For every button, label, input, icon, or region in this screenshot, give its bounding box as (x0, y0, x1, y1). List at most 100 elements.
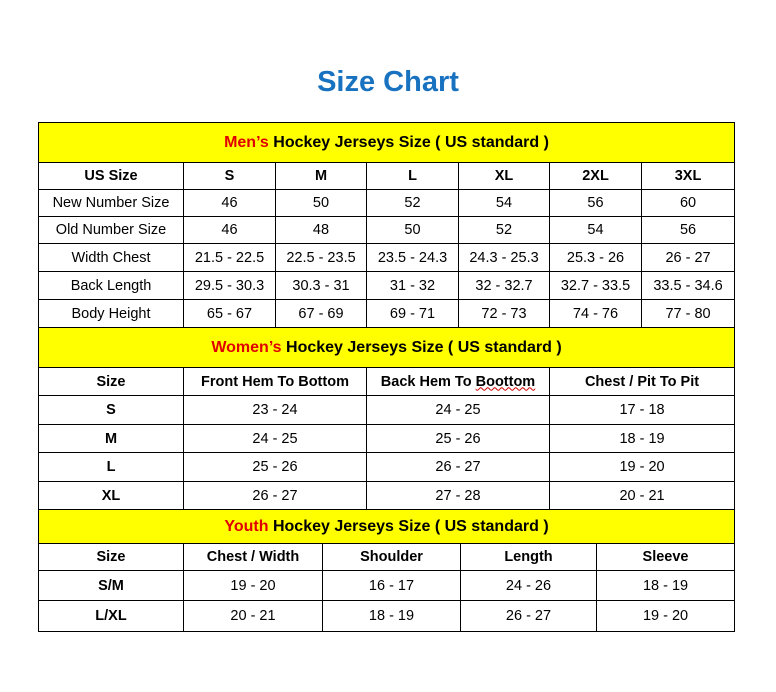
table-row: S 23 - 24 24 - 25 17 - 18 (38, 395, 736, 425)
row-label: Back Length (38, 271, 184, 300)
row-label: L/XL (38, 600, 184, 632)
table-cell: 25.3 - 26 (549, 243, 642, 272)
column-header: Back Hem To Boottom (366, 367, 550, 396)
table-cell: 50 (366, 216, 459, 244)
row-label: XL (38, 481, 184, 510)
table-cell: 56 (549, 189, 642, 217)
table-cell: 54 (549, 216, 642, 244)
column-header-label: Front Hem To Bottom (201, 373, 349, 390)
row-label: Old Number Size (38, 216, 184, 244)
section-title-text: Hockey Jerseys Size ( US standard ) (268, 133, 549, 151)
table-cell: 29.5 - 30.3 (183, 271, 276, 300)
table-row: Old Number Size 46 48 50 52 54 56 (38, 216, 736, 244)
mens-section-title: Men’s Hockey Jerseys Size ( US standard … (37, 122, 736, 163)
table-cell: 19 - 20 (548, 452, 736, 482)
table-cell: 52 (458, 216, 550, 244)
mens-size-table: Men’s Hockey Jerseys Size ( US standard … (37, 122, 736, 328)
table-row: XL 26 - 27 27 - 28 20 - 21 (38, 481, 736, 510)
womens-size-table: Women’s Hockey Jerseys Size ( US standar… (37, 327, 736, 510)
table-cell: 52 (366, 189, 459, 217)
column-header: Chest / Width (183, 543, 323, 571)
column-header: Length (460, 543, 597, 571)
column-header: Chest / Pit To Pit (548, 367, 736, 396)
table-cell: 18 - 19 (595, 570, 736, 601)
row-label: Body Height (38, 299, 184, 328)
table-cell: 56 (640, 216, 736, 244)
header-row: Size Chest / Width Shoulder Length Sleeve (38, 543, 736, 571)
table-cell: 54 (458, 189, 550, 217)
column-header: 2XL (549, 162, 642, 190)
table-cell: 23.5 - 24.3 (366, 243, 459, 272)
table-cell: 26 - 27 (640, 243, 736, 272)
row-label: L (38, 452, 184, 482)
table-cell: 67 - 69 (275, 299, 367, 328)
table-cell: 21.5 - 22.5 (183, 243, 276, 272)
table-cell: 74 - 76 (549, 299, 642, 328)
column-header-label: M (314, 168, 328, 184)
column-header-label: Sleeve (642, 549, 689, 565)
table-cell: 19 - 20 (183, 570, 323, 601)
table-row: M 24 - 25 25 - 26 18 - 19 (38, 424, 736, 453)
table-cell: 46 (183, 189, 276, 217)
table-row: L 25 - 26 26 - 27 19 - 20 (38, 452, 736, 482)
table-cell: 48 (275, 216, 367, 244)
section-title: Men’s Hockey Jerseys Size ( US standard … (37, 122, 736, 163)
column-header: Sleeve (595, 543, 736, 571)
column-header: Shoulder (322, 543, 461, 571)
table-cell: 18 - 19 (322, 600, 461, 632)
column-header: Front Hem To Bottom (183, 367, 367, 396)
column-header-label: XL (494, 168, 514, 184)
column-header-label: Length (504, 549, 553, 565)
table-cell: 16 - 17 (322, 570, 461, 601)
table-row: L/XL 20 - 21 18 - 19 26 - 27 19 - 20 (38, 600, 736, 632)
table-cell: 23 - 24 (183, 395, 367, 425)
table-cell: 50 (275, 189, 367, 217)
table-cell: 27 - 28 (366, 481, 550, 510)
column-header: Size (38, 543, 184, 571)
column-header-label: US Size (84, 168, 138, 184)
table-cell: 24 - 26 (460, 570, 597, 601)
table-cell: 26 - 27 (366, 452, 550, 482)
table-cell: 33.5 - 34.6 (640, 271, 736, 300)
youth-size-table: Youth Hockey Jerseys Size ( US standard … (37, 509, 736, 632)
section-title: Women’s Hockey Jerseys Size ( US standar… (37, 327, 736, 368)
youth-section-title: Youth Hockey Jerseys Size ( US standard … (37, 509, 736, 544)
table-cell: 24 - 25 (183, 424, 367, 453)
header-row: Size Front Hem To Bottom Back Hem To Boott… (38, 367, 736, 396)
table-row: Back Length 29.5 - 30.3 30.3 - 31 31 - 32 32… (38, 271, 736, 300)
table-cell: 77 - 80 (640, 299, 736, 328)
table-cell: 32.7 - 33.5 (549, 271, 642, 300)
column-header: Size (38, 367, 184, 396)
section-title-highlight: Youth (224, 517, 269, 535)
row-label: S/M (38, 570, 184, 601)
column-header-label: S (224, 168, 235, 184)
table-row: Body Height 65 - 67 67 - 69 69 - 71 72 - 73 7… (38, 299, 736, 328)
column-header-label: Shoulder (360, 549, 423, 565)
table-cell: 31 - 32 (366, 271, 459, 300)
column-header-label: Chest / Pit To Pit (584, 373, 700, 390)
row-label: S (38, 395, 184, 425)
table-cell: 25 - 26 (183, 452, 367, 482)
column-header: XL (458, 162, 550, 190)
table-cell: 22.5 - 23.5 (275, 243, 367, 272)
column-header-label: Chest / Width (206, 549, 300, 565)
header-row: US Size S M L XL 2XL 3XL (38, 162, 736, 190)
misspelled-word: Boottom (475, 373, 536, 390)
table-row: Width Chest 21.5 - 22.5 22.5 - 23.5 23.5 - … (38, 243, 736, 272)
column-header-label: Size (96, 373, 126, 390)
table-cell: 24 - 25 (366, 395, 550, 425)
section-title-text: Hockey Jerseys Size ( US standard ) (268, 517, 549, 535)
column-header: S (183, 162, 276, 190)
table-cell: 26 - 27 (460, 600, 597, 632)
row-label: New Number Size (38, 189, 184, 217)
table-cell: 17 - 18 (548, 395, 736, 425)
column-header-label: L (408, 168, 417, 184)
column-header: M (275, 162, 367, 190)
column-header: 3XL (640, 162, 736, 190)
table-cell: 19 - 20 (595, 600, 736, 632)
table-cell: 72 - 73 (458, 299, 550, 328)
table-cell: 20 - 21 (183, 600, 323, 632)
table-row: New Number Size 46 50 52 54 56 60 (38, 189, 736, 217)
table-cell: 65 - 67 (183, 299, 276, 328)
section-title: Youth Hockey Jerseys Size ( US standard … (37, 509, 736, 544)
